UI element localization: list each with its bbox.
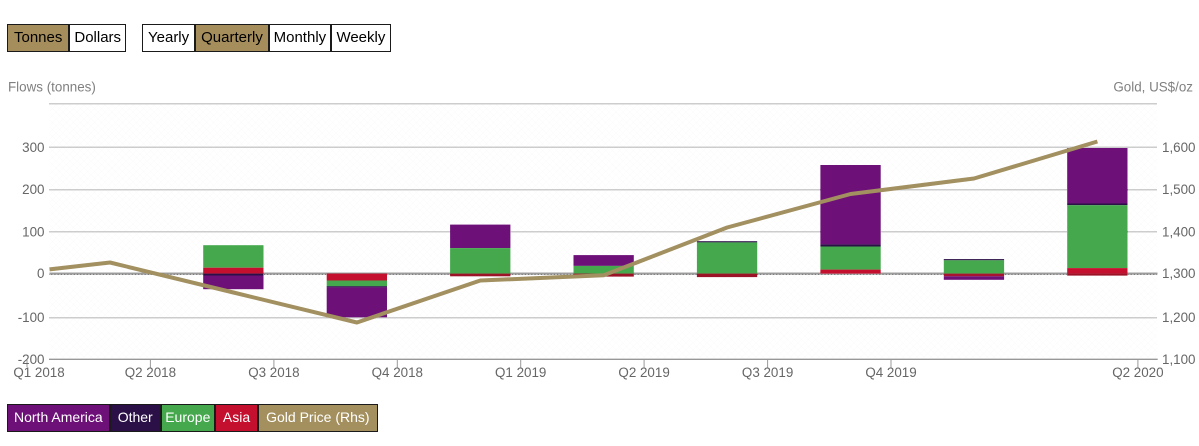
svg-text:1,400: 1,400 (1162, 224, 1196, 239)
svg-text:Q2 2020: Q2 2020 (1112, 365, 1163, 380)
svg-text:1,100: 1,100 (1162, 352, 1196, 367)
svg-text:Q1 2018: Q1 2018 (13, 365, 64, 380)
svg-text:-200: -200 (18, 352, 45, 367)
svg-text:Q2 2018: Q2 2018 (125, 365, 176, 380)
svg-text:Q4 2019: Q4 2019 (865, 365, 916, 380)
svg-text:Gold, US$/oz: Gold, US$/oz (1113, 80, 1193, 95)
svg-text:100: 100 (22, 224, 44, 239)
svg-text:200: 200 (22, 182, 44, 197)
svg-text:300: 300 (22, 140, 44, 155)
svg-text:Q3 2019: Q3 2019 (742, 365, 793, 380)
svg-text:Q3 2018: Q3 2018 (248, 365, 299, 380)
svg-text:1,200: 1,200 (1162, 310, 1196, 325)
svg-text:-100: -100 (18, 310, 45, 325)
svg-text:1,600: 1,600 (1162, 140, 1196, 155)
svg-text:0: 0 (37, 266, 44, 281)
svg-text:Q2 2019: Q2 2019 (618, 365, 669, 380)
svg-text:Q1 2019: Q1 2019 (495, 365, 546, 380)
svg-text:1,500: 1,500 (1162, 182, 1196, 197)
svg-text:Q4 2018: Q4 2018 (372, 365, 423, 380)
svg-text:1,300: 1,300 (1162, 266, 1196, 281)
svg-text:Flows (tonnes): Flows (tonnes) (8, 80, 96, 95)
